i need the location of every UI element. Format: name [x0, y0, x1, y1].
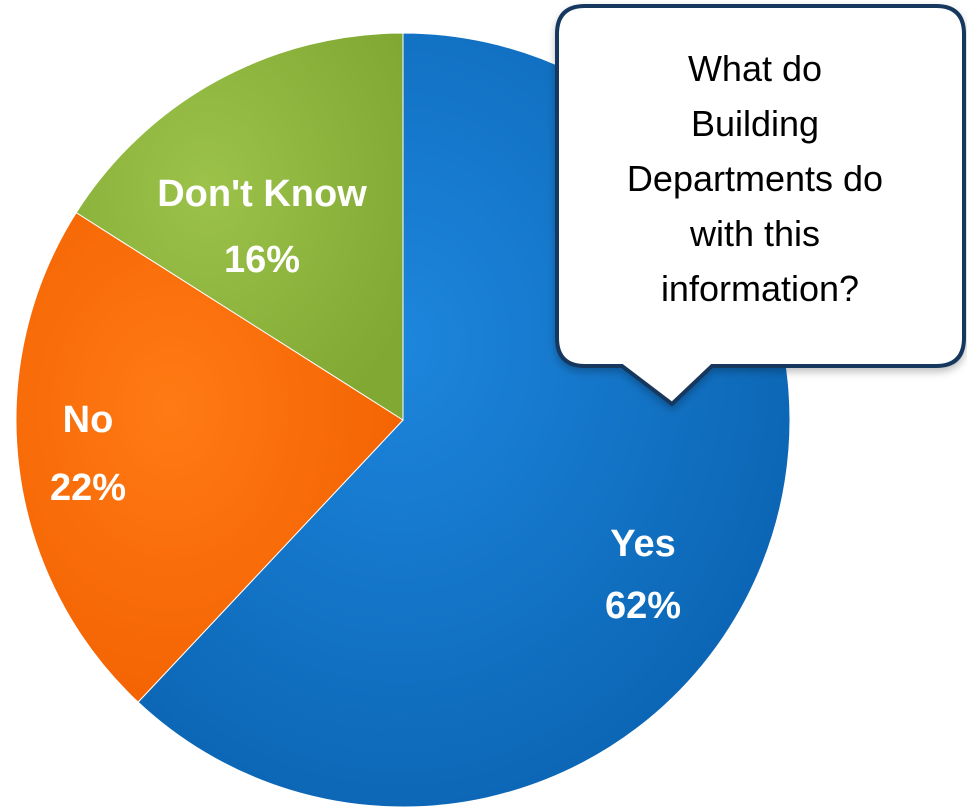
slice-label-percent: 16%: [224, 239, 300, 281]
slice-label-percent: 22%: [50, 467, 126, 509]
callout-shape: [555, 4, 966, 407]
callout-text: What do Building Departments do with thi…: [627, 48, 893, 309]
slice-label: Yes 62%: [605, 523, 681, 627]
pie-labels: Yes 62% No 22% Don't Know 16%: [50, 173, 681, 627]
slice-label-name: Don't Know: [157, 173, 367, 215]
slice-label-name: No: [63, 399, 114, 441]
callout-bubble: What do Building Departments do with thi…: [555, 4, 966, 407]
callout-line: with this: [689, 213, 820, 254]
callout-line: What do: [688, 48, 822, 89]
slice-label: Don't Know 16%: [157, 173, 367, 281]
callout-line: Departments do: [627, 158, 883, 199]
pie-slice-don-t-know: [75, 32, 404, 421]
callout-line: Building: [691, 103, 819, 144]
pie-slice-no: [15, 211, 404, 703]
slice-label: No 22%: [50, 399, 126, 509]
callout-line: information?: [661, 268, 859, 309]
slice-label-name: Yes: [610, 523, 676, 565]
slice-label-percent: 62%: [605, 585, 681, 627]
